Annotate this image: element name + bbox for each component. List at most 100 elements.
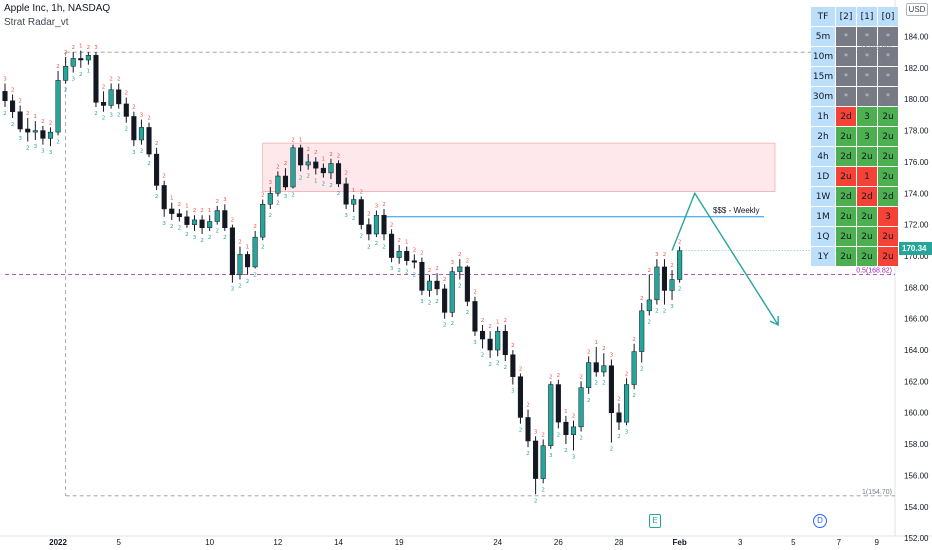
strat-label-low: 3	[625, 429, 629, 435]
candle-down	[169, 208, 175, 214]
strat-label-low: 2	[208, 235, 212, 241]
strat-label-high: 2	[602, 346, 606, 352]
strat-label-low: 2	[11, 122, 15, 128]
strat-label-low: 2	[299, 175, 303, 181]
candle-down	[298, 147, 304, 166]
strat-label-high: 3	[534, 429, 538, 435]
candle-up	[267, 193, 273, 205]
time-tick-label: 12	[273, 538, 282, 547]
symbol-title[interactable]: Apple Inc, 1h, NASDAQ	[4, 3, 111, 14]
price-axis[interactable]: 152.00 154.00 156.00 158.00 160.00 162.00 164.…	[904, 32, 929, 543]
radar-row: 1Y 2u 2u 2u	[811, 247, 898, 266]
strat-label-low: 2	[276, 200, 280, 206]
radar-value-cell: 2u	[878, 127, 898, 146]
strat-label-low: 2	[56, 139, 60, 145]
strat-label-low: 2	[26, 146, 30, 152]
candle-up	[351, 199, 357, 205]
candle-down	[176, 213, 182, 218]
radar-row: 15m * * *	[811, 67, 898, 86]
candle-down	[320, 167, 326, 174]
strat-label-high: 2	[238, 240, 242, 246]
time-tick-label: 7	[837, 538, 842, 547]
strat-label-low: 2	[663, 309, 667, 315]
strat-label-low: 2	[640, 367, 644, 373]
strat-label-low: 2	[306, 174, 310, 180]
strat-label-low: 2	[435, 299, 439, 305]
strat-label-high: 2	[200, 208, 204, 214]
strat-label-low: 2	[504, 365, 508, 371]
strat-label-low: 3	[473, 340, 477, 346]
radar-timeframe-cell: 5m	[811, 27, 835, 46]
strat-label-low: 2	[178, 225, 182, 231]
radar-header-cell: [0]	[878, 7, 898, 26]
strat-label-high: 2	[488, 324, 492, 330]
radar-value-cell: *	[836, 87, 856, 106]
radar-row: 1D 2u 1 2u	[811, 167, 898, 186]
time-tick-label: 26	[554, 538, 563, 547]
strat-label-low: 2	[200, 238, 204, 244]
strat-label-low: 2	[337, 191, 341, 197]
candle-down	[199, 219, 205, 229]
radar-timeframe-cell: 1M	[811, 207, 835, 226]
candle-up	[305, 161, 311, 166]
strat-label-low: 2	[655, 309, 659, 315]
candle-up	[540, 445, 546, 479]
strat-labels: 3222232213232322222312213222232222233222…	[3, 44, 681, 505]
candle-down	[229, 227, 235, 276]
radar-value-cell: *	[878, 87, 898, 106]
strat-label-high: 1	[185, 204, 189, 210]
strat-label-low: 2	[519, 428, 523, 434]
fib_top-label: 0(183.00)	[862, 45, 892, 52]
candle-down	[419, 261, 425, 291]
strat-label-high: 1	[170, 196, 174, 202]
time-tick-label: 10	[205, 538, 214, 547]
dividend-event-icon[interactable]: D	[813, 514, 827, 528]
radar-header-cell: [1]	[857, 7, 877, 26]
price-tick-label: 178.00	[904, 127, 929, 136]
candle-up	[290, 147, 296, 188]
candle-up	[328, 163, 334, 174]
strat-label-low: 2	[579, 436, 583, 442]
indicator-name[interactable]: Strat Radar_vt	[4, 17, 69, 28]
strat-label-high: 2	[147, 116, 151, 122]
strat-label-low: 2	[557, 432, 561, 438]
strat-label-high: 1	[564, 409, 568, 415]
radar-timeframe-cell: 4h	[811, 147, 835, 166]
strat-label-low: 3	[71, 77, 75, 83]
currency-button[interactable]: USD	[906, 3, 928, 16]
fib_bottom-label: 1(154.70)	[862, 489, 892, 496]
time-tick-label: 5	[116, 538, 121, 547]
strat-label-low: 2	[261, 244, 265, 250]
strat-label-low: 3	[670, 304, 674, 310]
radar-timeframe-cell: 1h	[811, 107, 835, 126]
strat-label-low: 3	[420, 299, 424, 305]
radar-timeframe-cell: 10m	[811, 47, 835, 66]
strat-label-low: 2	[102, 116, 106, 122]
strat-label-low: 2	[329, 183, 333, 189]
candle-up	[449, 271, 455, 313]
candle-down	[78, 58, 84, 61]
candle-down	[533, 440, 539, 479]
radar-timeframe-cell: 30m	[811, 87, 835, 106]
strat-label-high: 2	[178, 202, 182, 208]
strat-label-high: 2	[18, 98, 22, 104]
projection-arrowhead	[769, 315, 779, 327]
strat-label-high: 2	[428, 268, 432, 274]
candlesticks	[2, 50, 683, 495]
strat-label-low: 3	[34, 144, 38, 150]
radar-value-cell: *	[857, 67, 877, 86]
strat-label-low: 3	[231, 287, 235, 293]
strat-label-low: 2	[185, 232, 189, 238]
candle-down	[40, 130, 46, 139]
radar-value-cell: *	[836, 67, 856, 86]
earnings-event-icon[interactable]: E	[649, 514, 661, 528]
radar-row: 1h 2d 3 2u	[811, 107, 898, 126]
strat-label-high: 2	[132, 105, 136, 111]
time-axis[interactable]: 2022 5 10 12 14 19 24 26 28 Feb 3 5 7 9	[49, 538, 879, 547]
price-tick-label: 156.00	[904, 471, 929, 480]
candle-down	[434, 280, 440, 290]
strat-label-high: 3	[94, 45, 98, 51]
candle-down	[464, 266, 470, 302]
